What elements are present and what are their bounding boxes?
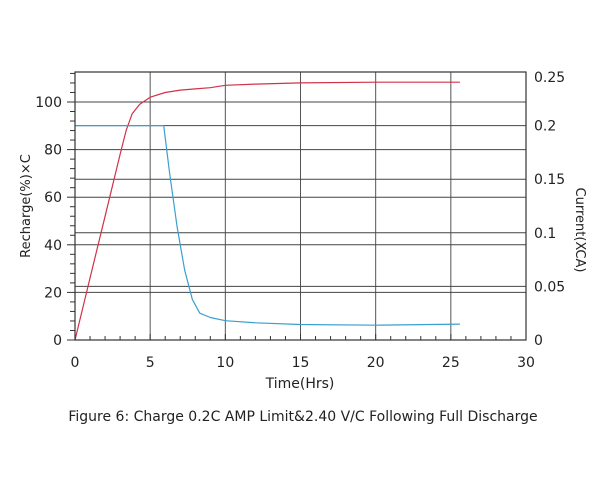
- y2-tick-label: 0.2: [534, 119, 556, 135]
- current-line: [75, 125, 460, 326]
- x-tick-label: 20: [367, 355, 385, 371]
- recharge-line: [74, 81, 460, 341]
- y-tick-label: 60: [44, 190, 62, 206]
- x-tick-label: 30: [517, 355, 535, 371]
- tick-labels: 0 5 10 15 20 25 30 0 20 40 60 80 100 0 0.05 0.1 0.15 0.2 0…: [35, 70, 565, 371]
- y2-tick-label: 0: [534, 333, 543, 349]
- x-tick-label: 10: [216, 355, 234, 371]
- chart-caption: Figure 6: Charge 0.2C AMP Limit&2.40 V/C…: [68, 409, 537, 425]
- y-tick-label: 40: [44, 238, 62, 254]
- y-axis-label: Recharge(%)×C: [19, 154, 34, 258]
- x-tick-label: 0: [71, 355, 80, 371]
- y-tick-label: 20: [44, 285, 62, 301]
- y2-axis-label: Current(XCA): [572, 188, 587, 273]
- series: [74, 81, 460, 341]
- y2-tick-label: 0.05: [534, 279, 565, 295]
- x-tick-label: 5: [146, 355, 155, 371]
- ticks: [67, 72, 527, 341]
- y2-tick-label: 0.25: [534, 70, 565, 86]
- y-tick-label: 80: [44, 143, 62, 159]
- y-tick-label: 100: [35, 95, 62, 111]
- grid: [75, 72, 526, 340]
- y2-tick-label: 0.15: [534, 172, 565, 188]
- x-axis-label: Time(Hrs): [265, 376, 335, 392]
- plot-frame: [74, 71, 527, 341]
- y-tick-label: 0: [53, 333, 62, 349]
- x-tick-label: 15: [292, 355, 310, 371]
- x-tick-label: 25: [442, 355, 460, 371]
- y2-tick-label: 0.1: [534, 226, 556, 242]
